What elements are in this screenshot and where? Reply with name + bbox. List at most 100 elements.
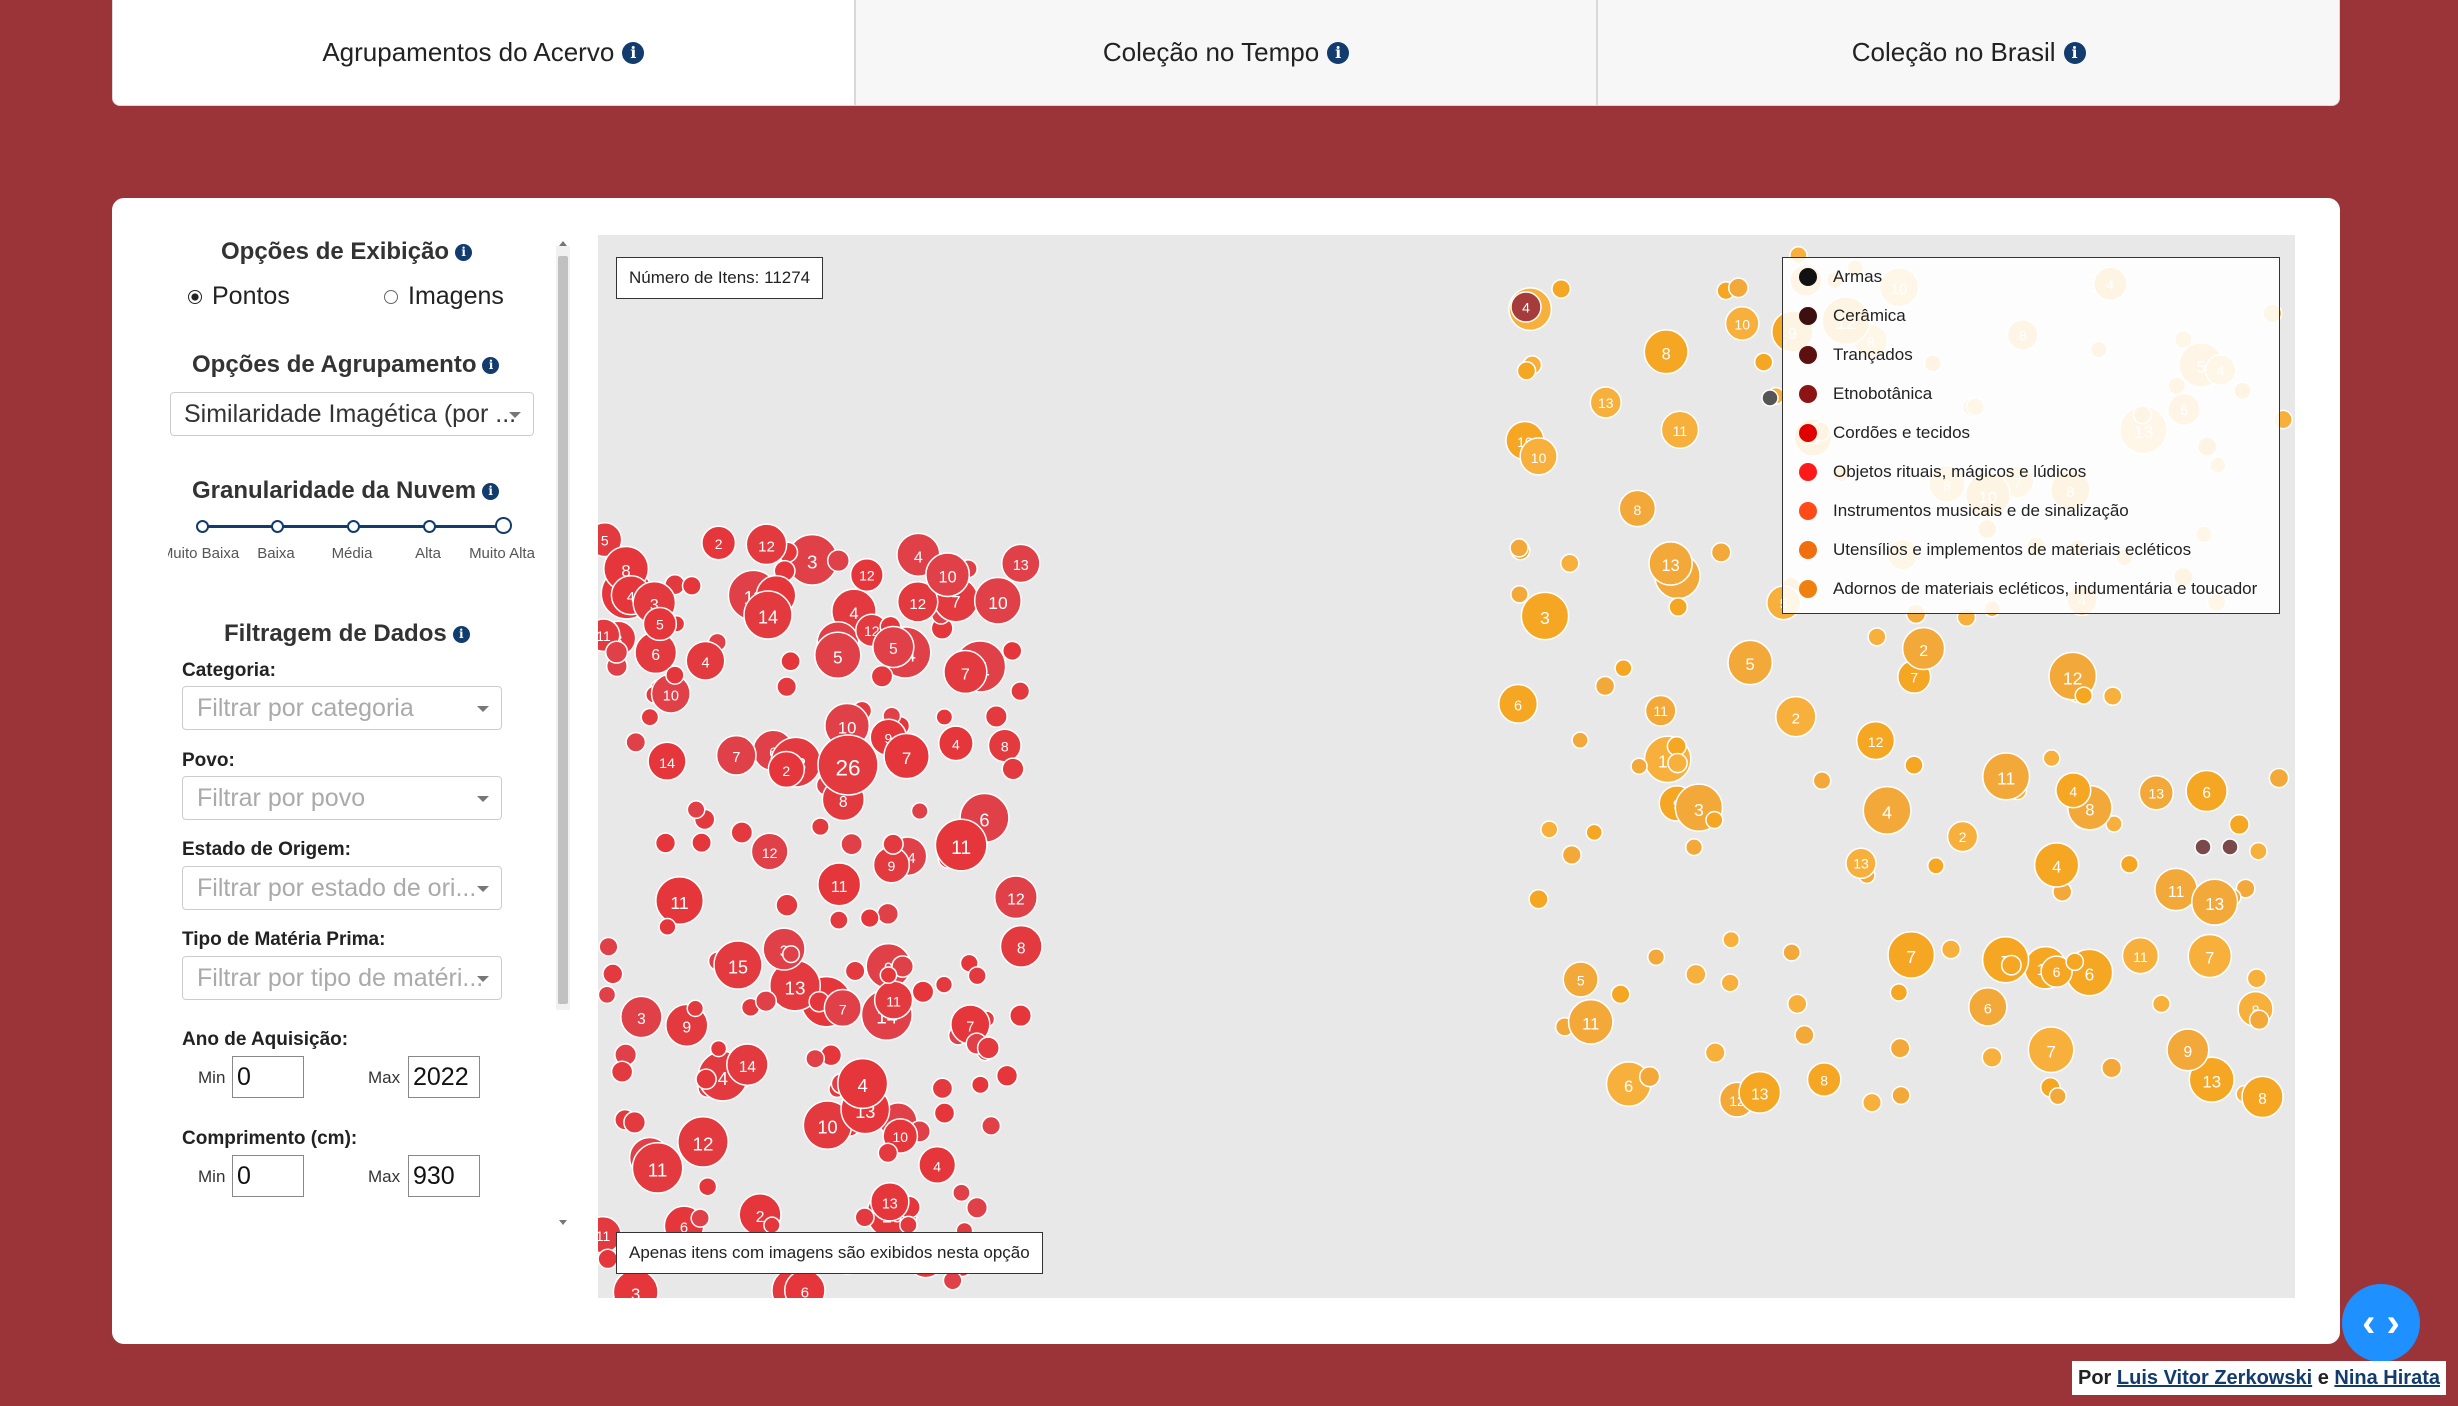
cluster-point[interactable] bbox=[625, 731, 647, 753]
cluster-point[interactable] bbox=[1940, 939, 1962, 960]
cluster-point[interactable] bbox=[891, 955, 915, 978]
cluster-point[interactable] bbox=[1806, 1062, 1842, 1097]
cluster-point[interactable] bbox=[999, 924, 1043, 968]
cluster-point[interactable] bbox=[642, 606, 678, 642]
legend-item[interactable]: Utensílios e implementos de materiais ec… bbox=[1799, 540, 2191, 560]
cluster-point[interactable] bbox=[2040, 955, 2073, 988]
cluster-point[interactable] bbox=[743, 590, 793, 640]
author-link[interactable]: Luis Vitor Zerkowski bbox=[2116, 1366, 2313, 1389]
cluster-point[interactable] bbox=[872, 625, 915, 669]
cluster-point[interactable] bbox=[2166, 1028, 2210, 1072]
cluster-point[interactable] bbox=[911, 980, 935, 1004]
cluster-point[interactable] bbox=[826, 549, 850, 573]
povo-select[interactable]: Filtrar por povo bbox=[182, 776, 502, 820]
cluster-point[interactable] bbox=[870, 664, 894, 688]
cluster-point[interactable] bbox=[1630, 757, 1648, 776]
cluster-point[interactable] bbox=[1727, 639, 1774, 686]
comprimento-max-input[interactable]: 930 bbox=[408, 1155, 480, 1197]
cluster-point[interactable] bbox=[2190, 878, 2239, 926]
cluster-point[interactable] bbox=[1638, 1065, 1661, 1088]
cluster-point[interactable] bbox=[879, 966, 898, 985]
cluster-point[interactable] bbox=[967, 966, 987, 986]
cluster-point[interactable] bbox=[686, 800, 706, 820]
cluster-point[interactable] bbox=[1571, 731, 1589, 749]
cluster-point[interactable] bbox=[1000, 543, 1041, 584]
cluster-point[interactable] bbox=[745, 523, 788, 566]
legend-item[interactable]: Armas bbox=[1799, 267, 1882, 287]
cluster-point[interactable] bbox=[2027, 1026, 2075, 1074]
cluster-point[interactable] bbox=[2241, 1075, 2284, 1119]
cluster-point[interactable] bbox=[876, 902, 900, 926]
legend-item[interactable]: Cerâmica bbox=[1799, 306, 1906, 326]
cluster-point[interactable] bbox=[1510, 291, 1542, 323]
author-link[interactable]: Nina Hirata bbox=[2334, 1366, 2440, 1389]
cluster-point[interactable] bbox=[695, 1068, 717, 1090]
cluster-point[interactable] bbox=[1614, 658, 1633, 678]
cluster-point[interactable] bbox=[2187, 933, 2233, 979]
tab-colecao-brasil[interactable]: Coleção no Brasil i bbox=[1597, 0, 2341, 106]
cluster-point[interactable] bbox=[763, 1216, 781, 1235]
cluster-point[interactable] bbox=[623, 1110, 647, 1134]
cluster-point[interactable] bbox=[1787, 993, 1808, 1015]
cluster-point[interactable] bbox=[918, 1145, 957, 1184]
cluster-point[interactable] bbox=[598, 1248, 619, 1270]
cluster-point[interactable] bbox=[631, 1142, 684, 1194]
cluster-point[interactable] bbox=[690, 1208, 710, 1228]
cluster-point[interactable] bbox=[1981, 1046, 2003, 1068]
cluster-point[interactable] bbox=[2042, 749, 2061, 768]
cluster-point[interactable] bbox=[2102, 686, 2123, 706]
info-icon[interactable]: i bbox=[482, 482, 500, 500]
cluster-point[interactable] bbox=[640, 707, 660, 727]
cluster-point[interactable] bbox=[1889, 983, 1909, 1002]
cluster-point[interactable] bbox=[1946, 820, 1979, 853]
cluster-point[interactable] bbox=[665, 665, 685, 685]
cluster-point[interactable] bbox=[910, 802, 929, 821]
cluster-point[interactable] bbox=[2249, 841, 2268, 861]
cluster-point[interactable] bbox=[1643, 329, 1689, 375]
cluster-point[interactable] bbox=[1648, 541, 1693, 586]
cluster-point[interactable] bbox=[1540, 820, 1559, 839]
cluster-point[interactable] bbox=[604, 640, 629, 664]
cluster-point[interactable] bbox=[995, 1064, 1019, 1087]
cluster-point[interactable] bbox=[715, 734, 757, 776]
scroll-down-icon[interactable] bbox=[559, 1220, 567, 1225]
cluster-point[interactable] bbox=[598, 936, 619, 957]
cluster-point[interactable] bbox=[933, 1102, 956, 1124]
cluster-point[interactable] bbox=[655, 876, 705, 926]
info-icon[interactable]: i bbox=[622, 41, 645, 64]
cluster-point[interactable] bbox=[1855, 720, 1896, 761]
legend-item[interactable]: Cordões e tecidos bbox=[1799, 423, 1970, 443]
code-toggle-icon[interactable]: ‹ › bbox=[2342, 1284, 2420, 1362]
cluster-point[interactable] bbox=[823, 988, 862, 1028]
cluster-point[interactable] bbox=[686, 999, 705, 1018]
cluster-point[interactable] bbox=[2121, 936, 2160, 975]
cluster-point[interactable] bbox=[896, 580, 939, 623]
cluster-point[interactable] bbox=[943, 649, 988, 695]
cluster-point[interactable] bbox=[899, 1215, 918, 1235]
cluster-point[interactable] bbox=[883, 732, 930, 780]
cluster-point[interactable] bbox=[2033, 842, 2080, 888]
cluster-point[interactable] bbox=[1559, 553, 1580, 574]
legend-item[interactable]: Trançados bbox=[1799, 345, 1913, 365]
legend-item[interactable]: Etnobotânica bbox=[1799, 384, 1932, 404]
cluster-point[interactable] bbox=[1009, 1004, 1033, 1028]
cluster-point[interactable] bbox=[1498, 683, 1539, 724]
cluster-point[interactable] bbox=[810, 817, 830, 837]
cluster-point[interactable] bbox=[713, 940, 763, 990]
cluster-point[interactable] bbox=[1720, 973, 1740, 993]
cluster-point[interactable] bbox=[1722, 930, 1741, 949]
cluster-point[interactable] bbox=[654, 832, 677, 854]
cluster-point[interactable] bbox=[2185, 769, 2228, 813]
cluster-point[interactable] bbox=[869, 1181, 910, 1222]
cluster-point[interactable] bbox=[973, 576, 1022, 625]
cluster-point[interactable] bbox=[849, 557, 884, 593]
cluster-point[interactable] bbox=[647, 741, 687, 781]
cluster-point[interactable] bbox=[814, 631, 862, 680]
cluster-point[interactable] bbox=[1510, 584, 1529, 604]
cluster-point[interactable] bbox=[840, 832, 864, 856]
cluster-point[interactable] bbox=[2000, 954, 2022, 976]
cluster-point[interactable] bbox=[2119, 854, 2139, 874]
cluster-point[interactable] bbox=[1010, 681, 1031, 702]
cluster-point[interactable] bbox=[1738, 1070, 1782, 1114]
cluster-point[interactable] bbox=[952, 1183, 971, 1203]
